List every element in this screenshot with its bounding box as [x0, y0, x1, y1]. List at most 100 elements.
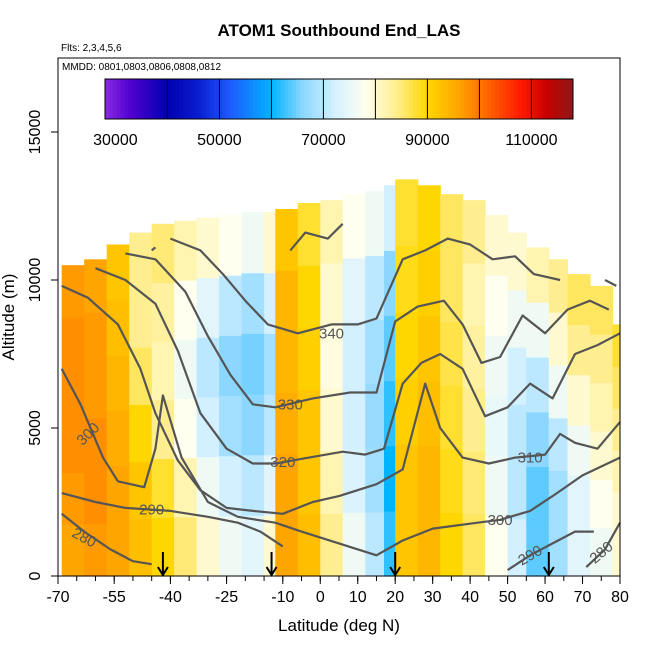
- heat-cell: [417, 445, 441, 512]
- heat-cell: [320, 200, 344, 264]
- x-tick-label: 70: [574, 589, 592, 606]
- heat-cell: [84, 470, 108, 524]
- heat-cell: [440, 321, 464, 386]
- colorbar-swatch: [491, 79, 496, 119]
- colorbar-swatch: [483, 79, 488, 119]
- heat-cell: [61, 420, 85, 473]
- heat-cell: [151, 517, 175, 577]
- heat-cell: [440, 385, 464, 450]
- colorbar-swatch: [105, 79, 110, 119]
- colorbar-swatch: [506, 79, 512, 119]
- heat-cell: [590, 334, 614, 384]
- colorbar: 30000 50000 70000 90000 110000: [93, 78, 574, 149]
- heat-cell: [485, 455, 509, 517]
- colorbar-swatch: [362, 79, 367, 119]
- heat-cell: [297, 389, 321, 453]
- heat-cell: [567, 324, 591, 376]
- colorbar-swatch: [307, 79, 313, 119]
- heat-cell: [612, 450, 621, 493]
- heat-cell: [106, 520, 130, 577]
- colorbar-swatch: [151, 79, 157, 119]
- heat-cell: [485, 335, 509, 397]
- contour-label: 330: [278, 396, 303, 413]
- heat-cell: [590, 479, 614, 529]
- heat-cell: [485, 214, 509, 276]
- colorbar-swatch: [444, 79, 449, 119]
- colorbar-swatch: [549, 79, 554, 119]
- y-tick-label: 10000: [27, 258, 44, 303]
- flights-subtitle: Flts: 2,3,4,5,6: [61, 43, 122, 54]
- heat-cell: [590, 285, 614, 335]
- colorbar-swatch: [136, 79, 141, 119]
- colorbar-swatch: [487, 79, 492, 119]
- colorbar-swatch: [436, 79, 441, 119]
- heat-cell: [275, 270, 299, 332]
- colorbar-swatch: [401, 79, 406, 119]
- colorbar-border: [104, 78, 574, 120]
- colorbar-swatch: [557, 79, 562, 119]
- colorbar-swatch: [241, 79, 246, 119]
- colorbar-swatch: [233, 79, 239, 119]
- heat-cell: [342, 512, 366, 577]
- heat-cell: [297, 513, 321, 577]
- dates-subtitle: MMDD: 0801,0803,0806,0808,0812: [62, 62, 221, 73]
- colorbar-swatch: [440, 79, 445, 119]
- y-axis-label: Altitude (m): [0, 274, 18, 361]
- heat-cell: [384, 185, 396, 251]
- colorbar-swatch: [245, 79, 250, 119]
- heat-cell: [395, 509, 419, 577]
- colorbar-swatch: [374, 79, 379, 119]
- colorbar-swatch: [518, 79, 523, 119]
- heat-cell: [196, 516, 220, 577]
- heat-cell: [365, 255, 385, 320]
- heat-cell: [174, 280, 198, 340]
- colorbar-swatch: [331, 79, 336, 119]
- heat-cell: [196, 337, 220, 398]
- heat-cell: [106, 355, 130, 411]
- heat-cell: [320, 325, 344, 389]
- colorbar-swatch: [155, 79, 161, 119]
- heat-cell: [567, 425, 591, 476]
- heat-cell: [548, 259, 569, 313]
- colorbar-swatch: [214, 79, 219, 119]
- heat-cell: [462, 513, 486, 577]
- colorbar-swatch: [144, 79, 149, 119]
- colorbar-swatch: [342, 79, 348, 119]
- y-tick-label: 5000: [27, 410, 44, 446]
- heat-cell: [462, 325, 486, 389]
- colorbar-swatch: [452, 79, 457, 119]
- contour-label: 340: [319, 325, 344, 342]
- y-tick-label: 0: [27, 571, 44, 580]
- x-tick-label: -10: [271, 589, 294, 606]
- colorbar-swatch: [108, 79, 114, 119]
- x-axis: -70 -55 -40 -25 -10 0 10 20 30 40 50 60 70 80: [46, 576, 629, 606]
- colorbar-swatch: [261, 79, 266, 119]
- heat-cell: [395, 311, 419, 379]
- heat-cell: [129, 518, 153, 577]
- contour-label: 320: [270, 454, 295, 471]
- heat-cell: [612, 408, 621, 451]
- colorbar-swatch: [370, 79, 375, 119]
- colorbar-swatch: [132, 79, 137, 119]
- colorbar-swatch: [171, 79, 176, 119]
- heat-cell: [590, 382, 614, 432]
- colorbar-swatch: [553, 79, 558, 119]
- heat-cell: [342, 321, 366, 386]
- heat-cell: [219, 214, 243, 276]
- heat-cell: [241, 333, 265, 395]
- colorbar-swatch: [253, 79, 258, 119]
- heat-cell: [275, 331, 299, 394]
- heat-cell: [395, 377, 419, 445]
- heat-cell: [342, 448, 366, 513]
- heat-cell: [417, 380, 441, 447]
- x-tick-label: -25: [215, 589, 238, 606]
- heat-cell: [462, 262, 486, 326]
- x-tick-label: -70: [46, 589, 69, 606]
- colorbar-swatch: [124, 79, 129, 119]
- colorbar-swatch: [276, 79, 281, 119]
- colorbar-swatch: [303, 79, 309, 119]
- heat-cell: [507, 404, 527, 463]
- heat-cell: [395, 443, 419, 511]
- colorbar-swatch: [346, 79, 352, 119]
- contour-line: [604, 279, 617, 287]
